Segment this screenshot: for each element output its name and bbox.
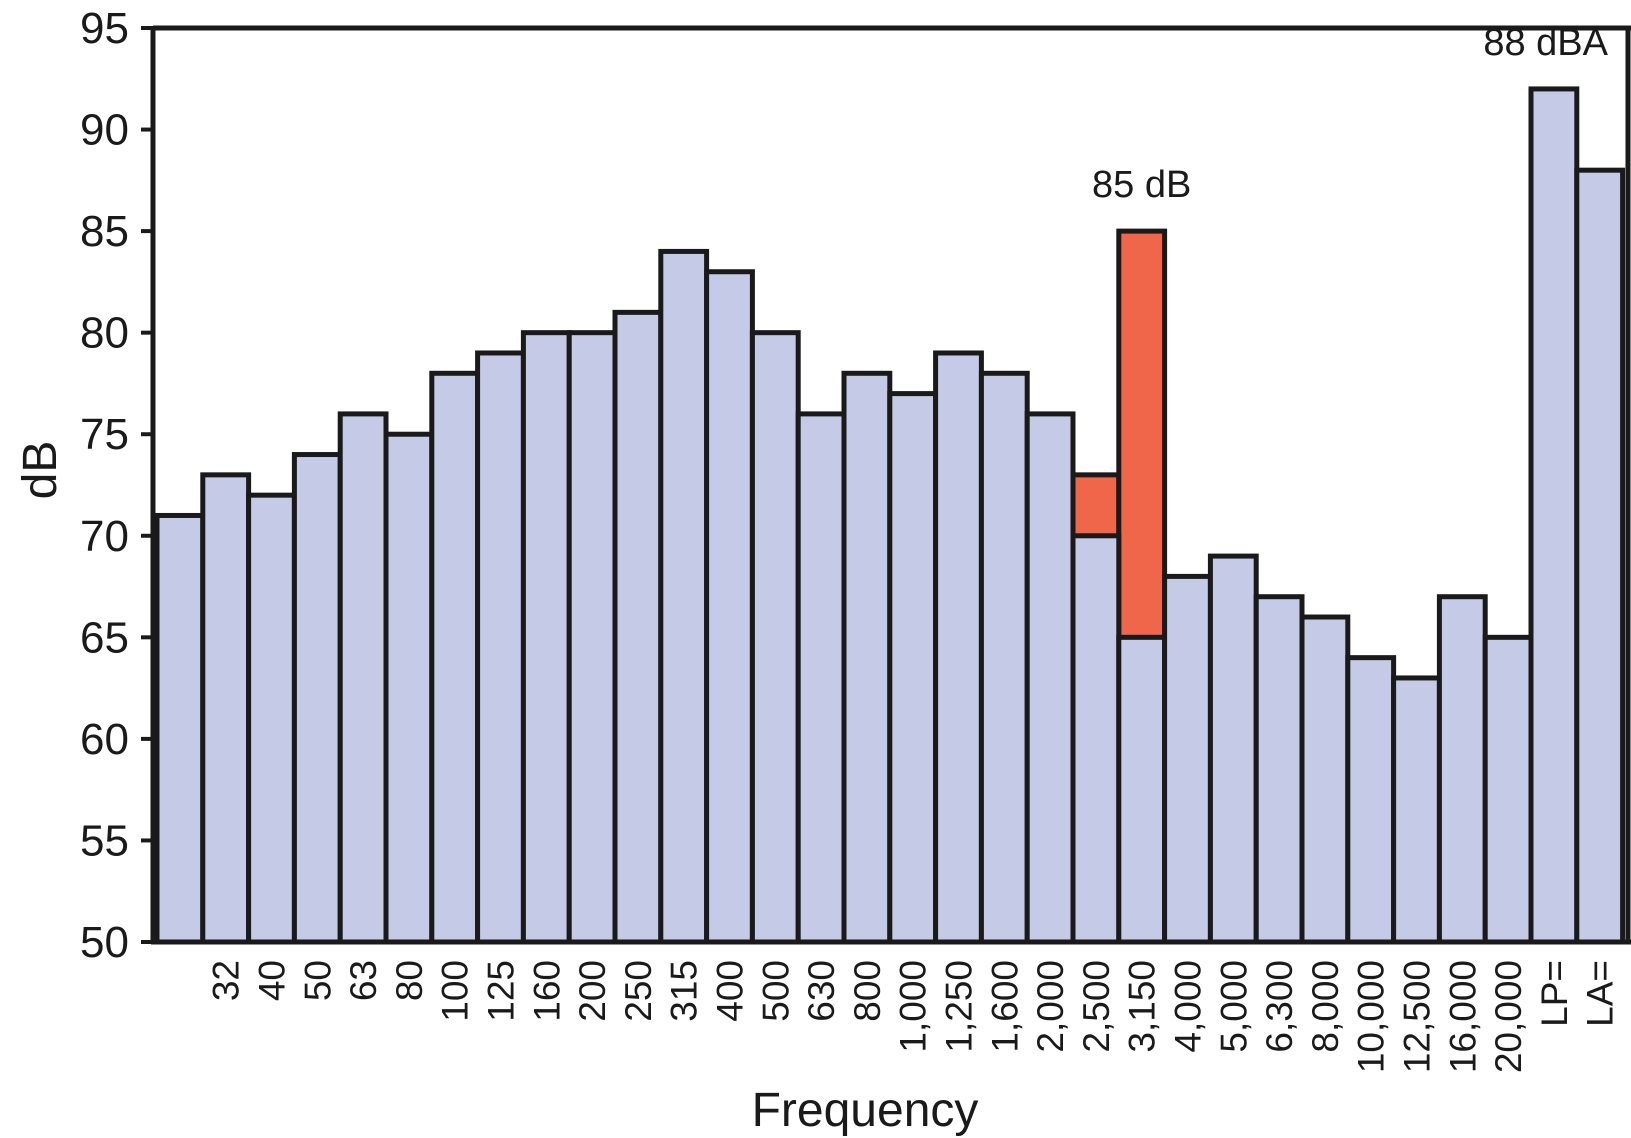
- x-axis-title: Frequency: [752, 1084, 979, 1137]
- x-tick-label: LA=: [1580, 960, 1621, 1027]
- x-tick-label: 40: [252, 960, 293, 1001]
- x-tick-label: 1,000: [893, 960, 934, 1053]
- x-tick-label: 500: [755, 960, 796, 1022]
- bar: [337, 411, 389, 945]
- y-tick-label: 90: [80, 106, 129, 155]
- bar: [475, 350, 526, 945]
- x-tick-label: 8,000: [1305, 960, 1346, 1053]
- bar: [795, 411, 847, 945]
- bar: [520, 330, 572, 945]
- bar: [1436, 594, 1488, 945]
- bar: [1207, 553, 1259, 945]
- bar: [1528, 86, 1580, 945]
- x-tick-label: 400: [710, 960, 751, 1022]
- x-tick-label: 80: [389, 960, 430, 1001]
- y-tick-label: 95: [80, 4, 129, 53]
- annotation-label: 88 dBA: [1483, 22, 1608, 64]
- bar: [154, 512, 206, 945]
- annotation-label: 85 dB: [1092, 164, 1191, 206]
- x-tick-label: 200: [572, 960, 613, 1022]
- x-tick-label: 3,150: [1122, 960, 1163, 1053]
- x-tick-label: 20,000: [1488, 960, 1529, 1073]
- x-tick-label: 5,000: [1213, 960, 1254, 1053]
- y-tick-label: 75: [80, 410, 129, 459]
- bar: [749, 330, 801, 945]
- bar: [566, 330, 618, 945]
- x-tick-label: 32: [206, 960, 247, 1001]
- x-tick-label: 2,000: [1030, 960, 1071, 1053]
- bar: [1024, 411, 1076, 945]
- x-tick-label: 125: [481, 960, 522, 1022]
- x-tick-label: 12,500: [1397, 960, 1438, 1073]
- x-tick-label: 250: [618, 960, 659, 1022]
- x-tick-label: 63: [343, 960, 384, 1001]
- y-axis-title: dB: [14, 441, 67, 500]
- x-tick-label: 16,000: [1442, 960, 1483, 1073]
- bar: [1253, 594, 1305, 945]
- bar: [1574, 167, 1626, 945]
- x-tick-label: 1,250: [939, 960, 980, 1053]
- bar: [383, 431, 435, 945]
- y-tick-label: 85: [80, 207, 129, 256]
- bar: [246, 492, 297, 945]
- x-tick-label: 800: [847, 960, 888, 1022]
- bar: [1482, 634, 1534, 945]
- bar: [1070, 533, 1122, 945]
- bar: [429, 370, 481, 945]
- y-tick-label: 60: [80, 715, 129, 764]
- y-tick-label: 55: [80, 816, 129, 865]
- x-tick-label: 1,600: [984, 960, 1025, 1053]
- x-tick-label: 50: [297, 960, 338, 1001]
- x-tick-label: 630: [801, 960, 842, 1022]
- x-tick-label: 6,300: [1259, 960, 1300, 1053]
- x-tick-label: 160: [526, 960, 567, 1022]
- bar: [1299, 614, 1351, 945]
- x-tick-label: 2,500: [1076, 960, 1117, 1053]
- bar: [1162, 573, 1213, 945]
- y-tick-label: 65: [80, 613, 129, 662]
- y-tick-label: 50: [80, 918, 129, 967]
- bar: [978, 370, 1030, 945]
- bar: [658, 248, 710, 945]
- bar: [933, 350, 984, 945]
- axes-layer: [141, 25, 1631, 945]
- x-tick-label: 4,000: [1168, 960, 1209, 1053]
- bar: [1391, 675, 1442, 945]
- y-tick-label: 80: [80, 309, 129, 358]
- bar: [612, 309, 664, 945]
- bars-layer: [154, 86, 1626, 945]
- x-tick-label: 10,000: [1351, 960, 1392, 1073]
- bar: [704, 269, 755, 945]
- bar: [1345, 655, 1397, 945]
- x-tick-label: 315: [664, 960, 705, 1022]
- bar: [841, 370, 893, 945]
- bar: [887, 391, 939, 945]
- bar: [1116, 634, 1168, 945]
- x-tick-label: LP=: [1534, 960, 1575, 1027]
- x-tick-label: 100: [435, 960, 476, 1022]
- bar: [200, 472, 252, 945]
- bar: [291, 452, 343, 945]
- y-tick-label: 70: [80, 512, 129, 561]
